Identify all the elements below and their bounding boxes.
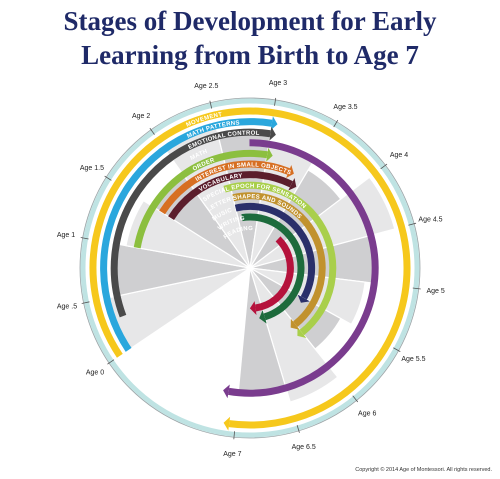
age-label: Age 2.5 <box>194 83 218 90</box>
band-math <box>228 139 379 397</box>
outer-ring <box>79 97 421 439</box>
band-vocabulary <box>168 171 293 220</box>
age-tick <box>107 359 115 365</box>
band-order <box>133 149 268 249</box>
band-arrow-head <box>288 178 297 191</box>
age-label: Age 5 <box>426 288 444 295</box>
band-arrow-head <box>270 116 278 131</box>
age-tick <box>104 175 112 181</box>
band-arrow-head <box>259 310 267 324</box>
age-label: Age 4.5 <box>418 216 442 223</box>
age-tick <box>393 347 401 352</box>
age-sector <box>161 121 251 269</box>
age-label: Age 6.5 <box>292 444 316 451</box>
age-tick <box>81 301 90 304</box>
band-arrow-head <box>266 147 273 162</box>
age-tick <box>80 237 89 240</box>
band-movement <box>89 107 411 429</box>
page-title-line-1: Stages of Development for Early <box>63 6 437 36</box>
band-arrow-head <box>297 294 310 303</box>
age-label: Age 5.5 <box>401 356 425 363</box>
band-writing <box>241 213 305 321</box>
age-label: Age 2 <box>132 113 150 120</box>
age-label: Age 6 <box>358 411 376 418</box>
band-arrow-head <box>290 318 300 330</box>
band-arrow-head <box>249 301 257 315</box>
development-bands <box>89 107 411 431</box>
band-arrow-head <box>223 384 230 399</box>
band-reading <box>254 236 294 312</box>
age-label: Age 0 <box>86 370 104 377</box>
outer-ring-circle <box>80 98 420 438</box>
band-arrow-head <box>223 416 231 431</box>
band-arrow-head <box>297 327 307 338</box>
age-label: Age 7 <box>223 451 241 458</box>
age-tick <box>352 395 359 403</box>
age-tick <box>274 97 277 106</box>
page-title-line-2: Learning from Birth to Age 7 <box>81 40 419 70</box>
band-letter-shapes-and-sounds <box>232 192 326 327</box>
age-label: Age 3.5 <box>333 104 357 111</box>
age-tick <box>412 287 421 290</box>
band-special-epoch-for-sensation <box>223 181 337 336</box>
age-tick <box>380 163 388 170</box>
age-label: Age 4 <box>390 152 408 159</box>
outer-ring-edge <box>79 97 421 439</box>
age-tick <box>408 222 417 226</box>
band-music <box>234 202 316 300</box>
age-tick <box>209 100 213 109</box>
age-tick <box>333 119 339 128</box>
age-label: Age .5 <box>57 304 77 311</box>
age-tick <box>149 127 155 135</box>
band-arrow-head <box>286 165 294 178</box>
age-sector <box>125 199 251 269</box>
age-label: Age 1 <box>57 232 75 239</box>
age-labels: Age 0 Age .5 Age 1 Age 1.5 Age 2 Age 2.5 Age 3… <box>57 80 445 458</box>
copyright-note: Copyright © 2014 Age of Montessori. All … <box>355 467 492 473</box>
age-label: Age 3 <box>269 80 287 87</box>
band-math-patterns <box>100 118 273 352</box>
age-tick <box>296 424 300 433</box>
age-tick <box>233 431 235 440</box>
band-arrow-head <box>269 126 276 141</box>
band-emotional-control <box>110 128 271 318</box>
age-label: Age 1.5 <box>80 165 104 172</box>
band-interest-in-small-objects <box>159 160 291 215</box>
